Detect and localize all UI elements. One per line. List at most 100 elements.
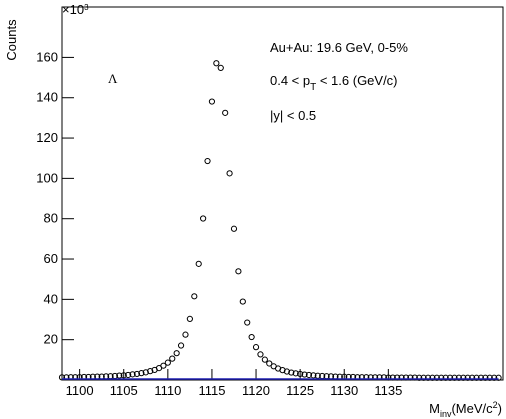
data-point [411,374,418,381]
data-point [147,368,154,375]
data-point [261,356,268,363]
data-point [380,374,388,381]
data-point [182,331,189,338]
data-point [372,374,379,381]
data-point [491,374,498,381]
x-label-sub: inv [440,409,452,419]
data-point [283,368,291,375]
data-point [217,64,224,71]
data-point [429,374,436,381]
data-point [438,374,445,381]
data-point [301,371,308,378]
data-point [402,374,410,381]
x-tick-label: 1125 [286,383,314,398]
x-tick-label: 1115 [198,383,225,398]
data-point [204,157,211,165]
x-axis-label: Minv(MeV/c2) [429,400,502,419]
x-tick-label: 1110 [154,383,181,398]
data-point [191,293,198,300]
x-label-symbol: M [429,401,440,416]
data-point [305,371,313,379]
data-point [138,370,145,377]
data-point [385,374,392,381]
data-point [239,298,246,305]
data-point [222,109,229,116]
y-tick-label: 40 [44,291,58,306]
data-point [235,268,242,275]
y-tick-label: 140 [36,90,58,105]
data-point [213,60,220,67]
y-tick-label: 160 [36,49,58,64]
data-point [72,374,79,381]
data-point [297,370,304,378]
particle-label: Λ [108,71,118,86]
data-point [76,374,83,381]
data-point [310,372,317,379]
data-point [200,215,207,222]
x-label-unit: (MeV/c [451,401,493,416]
data-point [116,372,123,379]
data-point [120,372,127,379]
data-point [244,319,251,326]
y-tick-label: 20 [44,332,58,347]
data-point [420,374,427,381]
data-point [451,374,458,381]
data-point [376,374,383,381]
y-tick-label: 100 [36,170,58,185]
system-label: Au+Au: 19.6 GeV, 0-5% [270,40,408,55]
data-point [363,374,370,381]
data-point [455,374,462,381]
data-point [292,370,299,377]
data-point [142,369,149,376]
data-point [358,374,365,381]
data-point [354,374,361,381]
y-tick-label: 120 [36,130,58,145]
data-point [433,374,440,381]
pt-sub: T [310,82,316,93]
data-point [160,362,167,369]
x-tick-label: 1120 [242,383,270,398]
data-point [469,374,476,381]
data-point [58,374,66,381]
x-label-sup: 2 [493,400,498,410]
data-point [266,360,273,367]
data-point [248,333,255,341]
data-point [67,374,74,381]
data-point [407,374,414,381]
data-point [460,374,467,381]
data-point [186,315,193,323]
data-point [442,374,449,381]
data-point [288,369,295,376]
pt-before: 0.4 < p [270,73,310,88]
data-point [173,350,180,357]
data-point [177,342,185,349]
data-point [482,374,489,381]
data-point [129,371,136,378]
rapidity-label: |y| < 0.5 [270,108,316,123]
data-point [367,374,374,381]
data-point [477,374,485,381]
data-point [416,374,423,381]
data-point [473,374,480,381]
data-point [424,374,432,381]
x-tick-label: 1100 [66,383,94,398]
data-point [164,359,171,366]
data-point [208,98,216,105]
data-point [125,371,132,379]
y-multiplier: ×103 [62,2,89,17]
data-point [398,374,405,381]
data-point [389,374,396,381]
pt-after: < 1.6 (GeV/c) [316,73,397,88]
data-point [230,225,238,232]
data-point [63,374,70,381]
y-axis-label: Counts [4,19,19,61]
data-point [195,260,202,267]
multiplier-base: ×10 [62,2,84,17]
multiplier-exponent: 3 [84,3,89,12]
data-point [257,351,264,358]
y-tick-label: 80 [44,211,58,226]
data-point [394,374,401,381]
data-point [464,374,471,381]
x-label-close: ) [498,401,502,416]
